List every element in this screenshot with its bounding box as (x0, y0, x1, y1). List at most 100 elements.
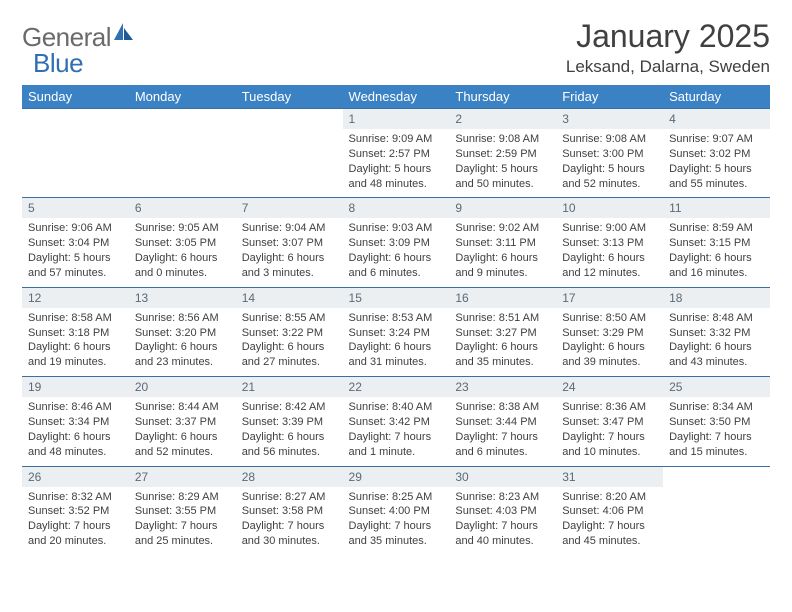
day-line: Sunrise: 9:06 AM (28, 221, 123, 236)
calendar-day: 24Sunrise: 8:36 AMSunset: 3:47 PMDayligh… (556, 377, 663, 466)
day-line: Daylight: 6 hours (135, 251, 230, 266)
day-line: Sunrise: 9:04 AM (242, 221, 337, 236)
day-line: Sunrise: 9:08 AM (455, 132, 550, 147)
month-title: January 2025 (566, 18, 770, 55)
day-content: Sunrise: 8:25 AMSunset: 4:00 PMDaylight:… (343, 487, 450, 555)
day-content: Sunrise: 8:51 AMSunset: 3:27 PMDaylight:… (449, 308, 556, 376)
calendar-day: 26Sunrise: 8:32 AMSunset: 3:52 PMDayligh… (22, 466, 129, 555)
day-line: Sunrise: 8:34 AM (669, 400, 764, 415)
day-line: and 39 minutes. (562, 355, 657, 370)
calendar-day: 20Sunrise: 8:44 AMSunset: 3:37 PMDayligh… (129, 377, 236, 466)
day-line: and 45 minutes. (562, 534, 657, 549)
day-line: and 52 minutes. (135, 445, 230, 460)
day-line: Sunset: 3:47 PM (562, 415, 657, 430)
day-line: and 15 minutes. (669, 445, 764, 460)
day-content: Sunrise: 8:42 AMSunset: 3:39 PMDaylight:… (236, 397, 343, 465)
day-line: Sunrise: 9:07 AM (669, 132, 764, 147)
day-content: Sunrise: 8:59 AMSunset: 3:15 PMDaylight:… (663, 218, 770, 286)
day-line: Daylight: 6 hours (455, 251, 550, 266)
day-line: Daylight: 6 hours (562, 251, 657, 266)
calendar-day: 11Sunrise: 8:59 AMSunset: 3:15 PMDayligh… (663, 198, 770, 287)
day-line: Sunrise: 8:42 AM (242, 400, 337, 415)
day-line: Sunrise: 8:40 AM (349, 400, 444, 415)
day-line: Daylight: 6 hours (455, 340, 550, 355)
day-line: Sunset: 4:03 PM (455, 504, 550, 519)
day-line: and 6 minutes. (455, 445, 550, 460)
day-content: Sunrise: 8:53 AMSunset: 3:24 PMDaylight:… (343, 308, 450, 376)
day-line: Sunset: 2:59 PM (455, 147, 550, 162)
day-line: Sunset: 3:27 PM (455, 326, 550, 341)
day-content: Sunrise: 8:32 AMSunset: 3:52 PMDaylight:… (22, 487, 129, 555)
day-number: 18 (663, 288, 770, 308)
day-line: and 27 minutes. (242, 355, 337, 370)
day-content: Sunrise: 8:36 AMSunset: 3:47 PMDaylight:… (556, 397, 663, 465)
day-line: and 48 minutes. (28, 445, 123, 460)
day-line: Sunset: 3:04 PM (28, 236, 123, 251)
day-number: 22 (343, 377, 450, 397)
day-line: Sunrise: 9:09 AM (349, 132, 444, 147)
day-content: Sunrise: 8:29 AMSunset: 3:55 PMDaylight:… (129, 487, 236, 555)
day-number: 23 (449, 377, 556, 397)
day-line: and 35 minutes. (455, 355, 550, 370)
day-line: Daylight: 6 hours (28, 430, 123, 445)
day-line: Sunset: 3:34 PM (28, 415, 123, 430)
day-number: 19 (22, 377, 129, 397)
day-line: Daylight: 6 hours (242, 430, 337, 445)
day-line: and 10 minutes. (562, 445, 657, 460)
day-number: 30 (449, 467, 556, 487)
calendar-day: 27Sunrise: 8:29 AMSunset: 3:55 PMDayligh… (129, 466, 236, 555)
calendar-day (129, 109, 236, 198)
day-line: Sunset: 3:07 PM (242, 236, 337, 251)
day-line: Daylight: 7 hours (455, 519, 550, 534)
day-number: 28 (236, 467, 343, 487)
day-header-row: SundayMondayTuesdayWednesdayThursdayFrid… (22, 85, 770, 109)
day-content: Sunrise: 8:56 AMSunset: 3:20 PMDaylight:… (129, 308, 236, 376)
day-line: Sunset: 3:20 PM (135, 326, 230, 341)
day-line: Sunrise: 8:38 AM (455, 400, 550, 415)
calendar-day: 29Sunrise: 8:25 AMSunset: 4:00 PMDayligh… (343, 466, 450, 555)
day-line: Sunrise: 9:00 AM (562, 221, 657, 236)
calendar-day: 9Sunrise: 9:02 AMSunset: 3:11 PMDaylight… (449, 198, 556, 287)
day-line: Daylight: 7 hours (562, 430, 657, 445)
day-line: and 30 minutes. (242, 534, 337, 549)
day-line: Daylight: 7 hours (349, 519, 444, 534)
day-header: Saturday (663, 85, 770, 109)
day-line: Sunset: 3:11 PM (455, 236, 550, 251)
day-number: 8 (343, 198, 450, 218)
day-line: Daylight: 5 hours (455, 162, 550, 177)
day-line: Sunset: 3:13 PM (562, 236, 657, 251)
day-line: Sunrise: 8:55 AM (242, 311, 337, 326)
day-content: Sunrise: 9:07 AMSunset: 3:02 PMDaylight:… (663, 129, 770, 197)
day-number: 25 (663, 377, 770, 397)
day-content: Sunrise: 8:55 AMSunset: 3:22 PMDaylight:… (236, 308, 343, 376)
day-line: Daylight: 6 hours (669, 251, 764, 266)
calendar-day: 8Sunrise: 9:03 AMSunset: 3:09 PMDaylight… (343, 198, 450, 287)
day-line: Sunset: 2:57 PM (349, 147, 444, 162)
day-content (236, 129, 343, 138)
day-number: 6 (129, 198, 236, 218)
day-content (663, 487, 770, 496)
logo-sail-icon (113, 22, 135, 47)
calendar-day (663, 466, 770, 555)
day-content: Sunrise: 8:34 AMSunset: 3:50 PMDaylight:… (663, 397, 770, 465)
day-line: Sunrise: 8:36 AM (562, 400, 657, 415)
day-number (663, 467, 770, 487)
day-line: Daylight: 5 hours (669, 162, 764, 177)
day-line: and 31 minutes. (349, 355, 444, 370)
day-line: and 3 minutes. (242, 266, 337, 281)
day-line: and 12 minutes. (562, 266, 657, 281)
day-line: Sunset: 3:55 PM (135, 504, 230, 519)
day-line: Daylight: 5 hours (28, 251, 123, 266)
day-line: Sunset: 3:52 PM (28, 504, 123, 519)
calendar-day: 23Sunrise: 8:38 AMSunset: 3:44 PMDayligh… (449, 377, 556, 466)
day-line: Sunset: 3:15 PM (669, 236, 764, 251)
day-number: 4 (663, 109, 770, 129)
day-header: Sunday (22, 85, 129, 109)
day-number: 12 (22, 288, 129, 308)
day-header: Tuesday (236, 85, 343, 109)
day-content: Sunrise: 9:03 AMSunset: 3:09 PMDaylight:… (343, 218, 450, 286)
day-number: 21 (236, 377, 343, 397)
day-line: Daylight: 6 hours (349, 340, 444, 355)
calendar-day: 19Sunrise: 8:46 AMSunset: 3:34 PMDayligh… (22, 377, 129, 466)
day-number: 26 (22, 467, 129, 487)
